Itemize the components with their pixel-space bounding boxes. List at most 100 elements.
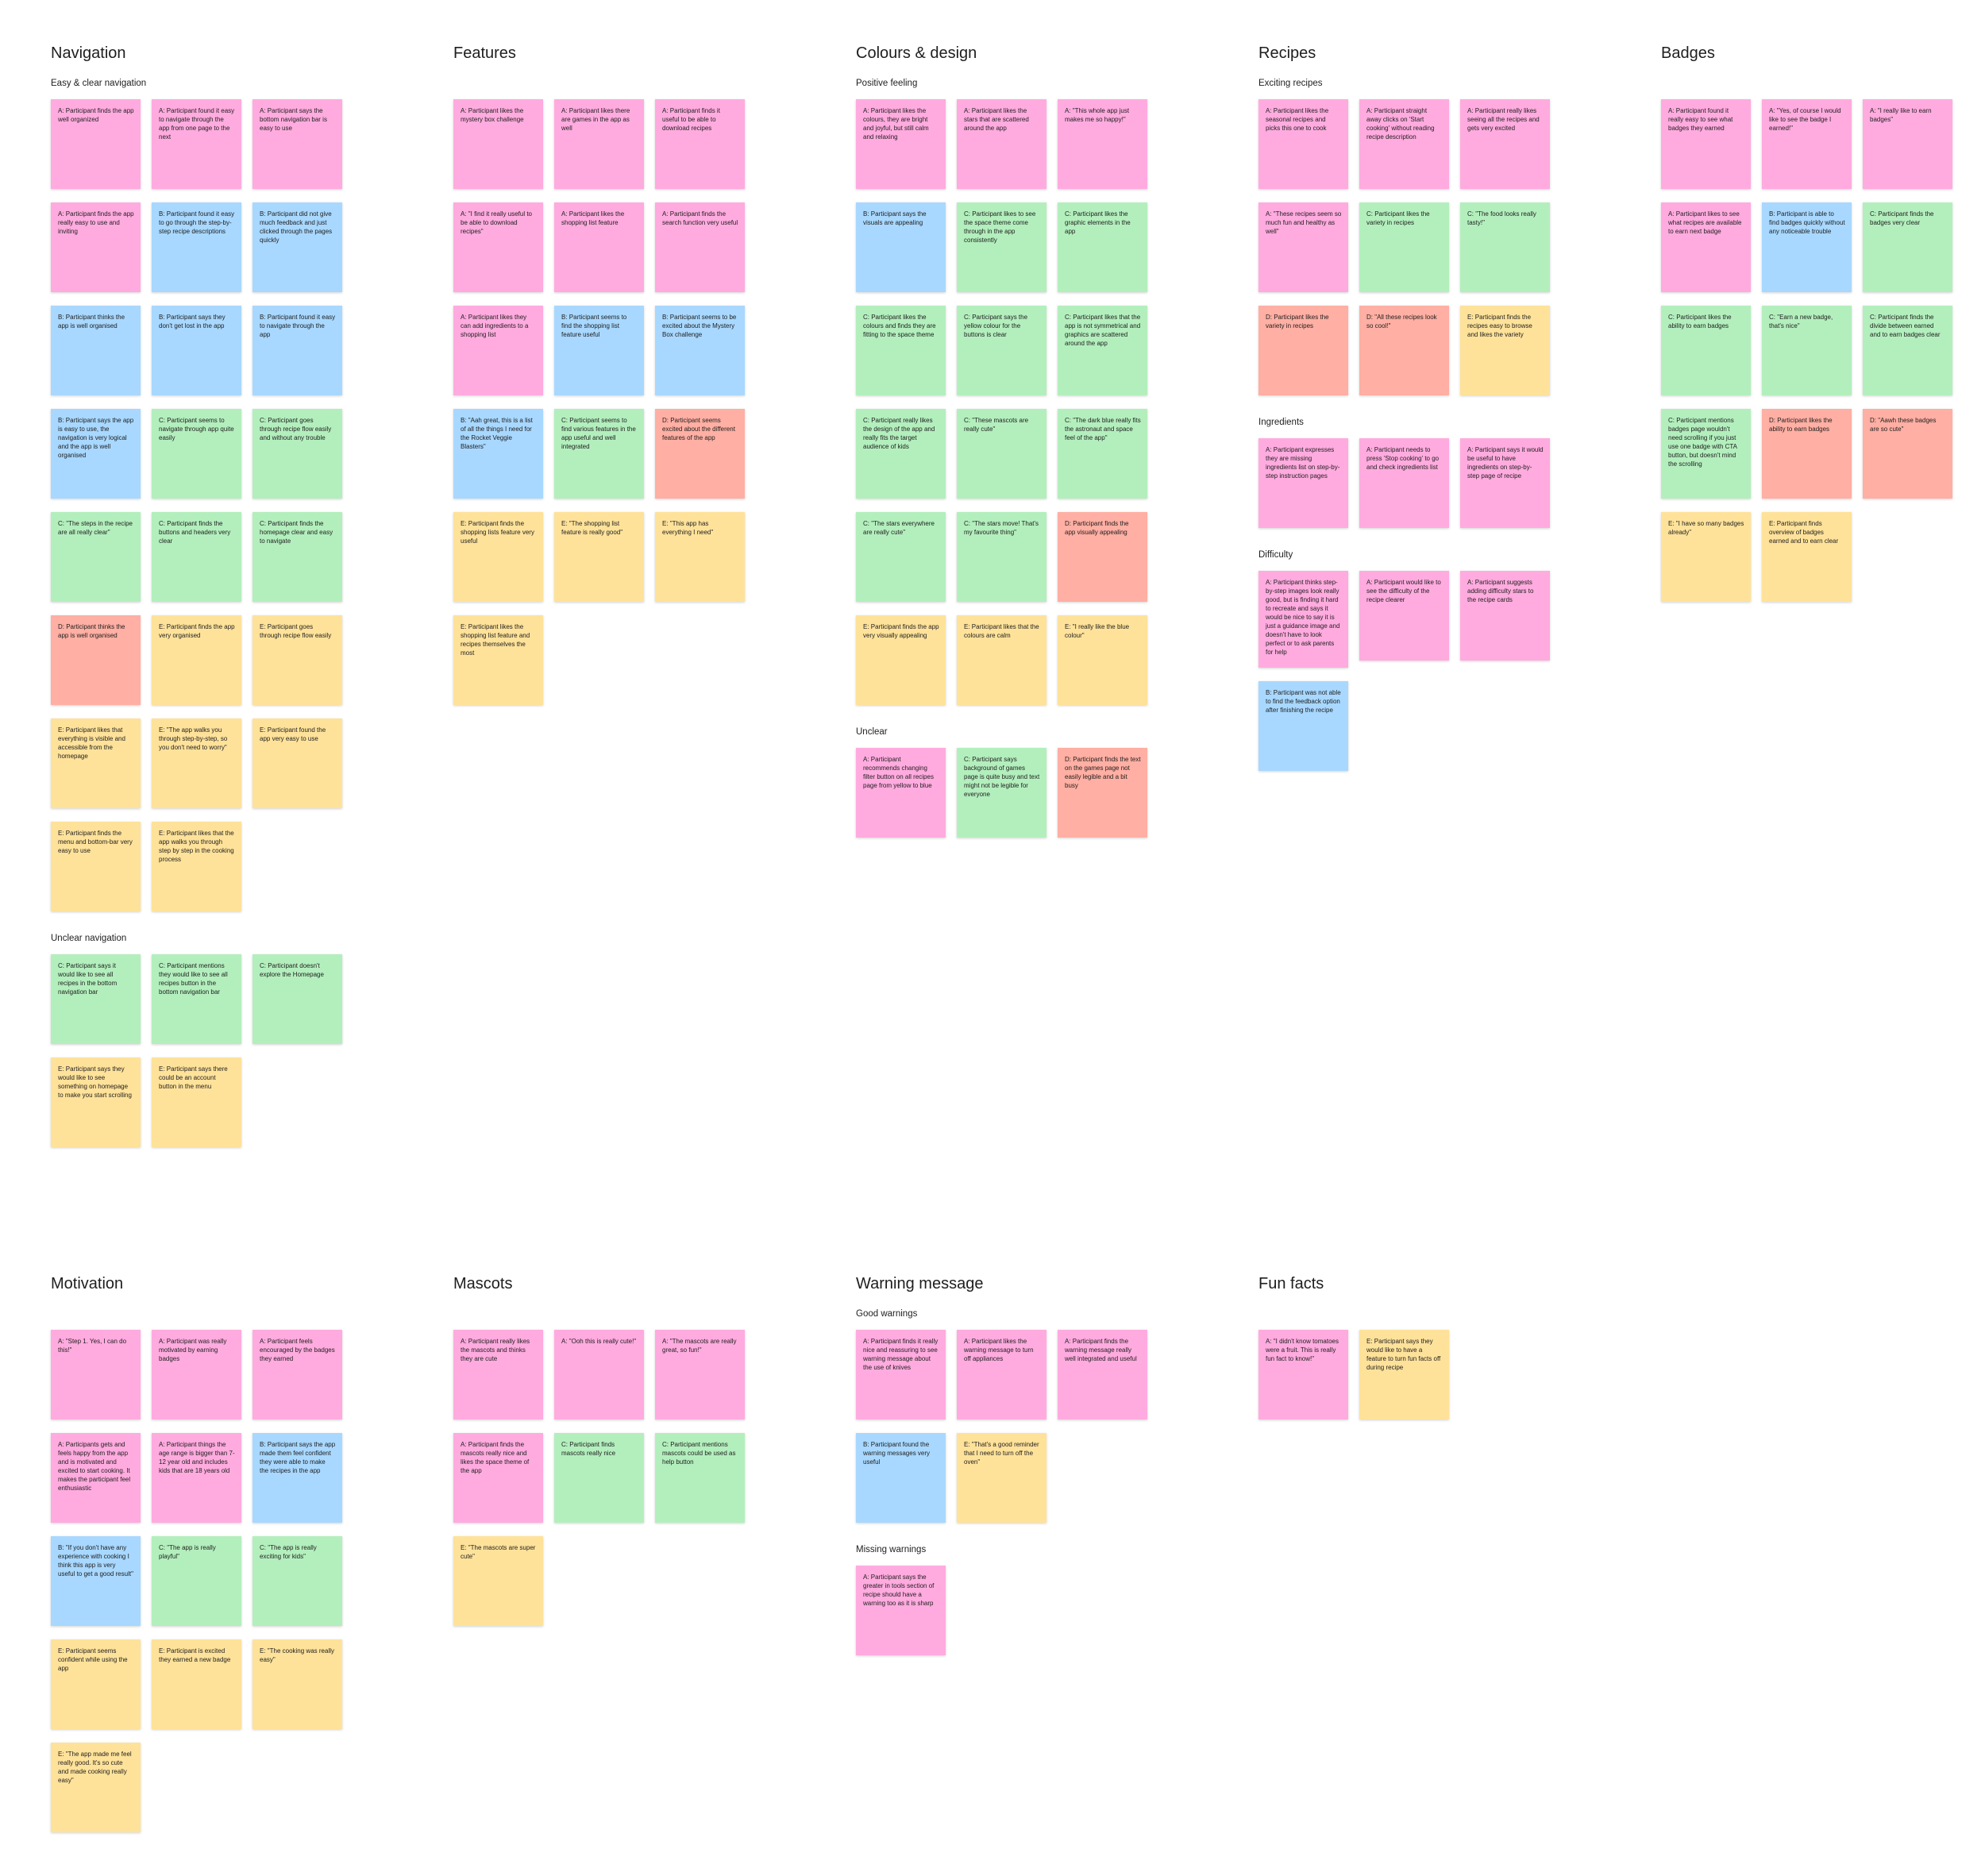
sticky-note: A: Participant thinks step-by-step image… <box>1258 571 1348 668</box>
sticky-note: E: Participant finds the app very visual… <box>856 615 946 705</box>
sticky-note: A: Participant finds the warning message… <box>1058 1330 1147 1420</box>
group-label: Positive feeling <box>856 79 918 88</box>
sticky-note: A: Participant likes the seasonal recipe… <box>1258 99 1348 189</box>
sticky-note: C: Participant likes that the app is not… <box>1058 306 1147 395</box>
sticky-note: E: "I have so many badges already" <box>1661 512 1751 602</box>
board-title: Colours & design <box>856 44 977 62</box>
board-title: Navigation <box>51 44 126 62</box>
sticky-note: C: Participant finds the buttons and hea… <box>152 512 241 602</box>
sticky-note: E: Participant goes through recipe flow … <box>252 615 342 705</box>
sticky-note: C: "These mascots are really cute" <box>957 409 1046 499</box>
sticky-note: B: Participant found the warning message… <box>856 1433 946 1523</box>
sticky-note: B: Participant seems to be excited about… <box>655 306 745 395</box>
sticky-note: E: Participant says they would like to s… <box>51 1057 141 1147</box>
sticky-note: A: Participant suggests adding difficult… <box>1460 571 1550 661</box>
sticky-note: C: Participant likes the colours and fin… <box>856 306 946 395</box>
sticky-note: A: Participant found it really easy to s… <box>1661 99 1751 189</box>
group-label: Ingredients <box>1258 418 1304 427</box>
sticky-note: A: "Step 1. Yes, I can do this!" <box>51 1330 141 1420</box>
sticky-note: E: Participant likes that the app walks … <box>152 822 241 911</box>
sticky-note: A: Participant likes the warning message… <box>957 1330 1046 1420</box>
sticky-note: B: Participant says the visuals are appe… <box>856 202 946 292</box>
sticky-note: C: Participant likes the variety in reci… <box>1359 202 1449 292</box>
sticky-note: E: "I really like the blue colour" <box>1058 615 1147 705</box>
sticky-note: B: Participant is able to find badges qu… <box>1762 202 1852 292</box>
sticky-note: D: "All these recipes look so cool!" <box>1359 306 1449 395</box>
sticky-note: A: "I didn't know tomatoes were a fruit.… <box>1258 1330 1348 1420</box>
sticky-note: E: "The mascots are super cute" <box>453 1536 543 1626</box>
sticky-note: A: "These recipes seem so much fun and h… <box>1258 202 1348 292</box>
board-title: Warning message <box>856 1275 984 1292</box>
sticky-note: B: Participant did not give much feedbac… <box>252 202 342 292</box>
sticky-note: D: Participant seems excited about the d… <box>655 409 745 499</box>
sticky-note: A: Participant found it easy to navigate… <box>152 99 241 189</box>
sticky-note: C: Participant really likes the design o… <box>856 409 946 499</box>
sticky-note: A: Participant finds it useful to be abl… <box>655 99 745 189</box>
sticky-note: A: Participant feels encouraged by the b… <box>252 1330 342 1420</box>
board-title: Motivation <box>51 1275 124 1292</box>
sticky-note: C: Participant seems to navigate through… <box>152 409 241 499</box>
sticky-note: E: Participant finds overview of badges … <box>1762 512 1852 602</box>
sticky-note: A: Participant finds the app well organi… <box>51 99 141 189</box>
sticky-note: E: "This app has everything I need" <box>655 512 745 602</box>
sticky-note: A: "Yes, of course I would like to see t… <box>1762 99 1852 189</box>
sticky-note: A: "This whole app just makes me so happ… <box>1058 99 1147 189</box>
sticky-note: C: Participant likes the ability to earn… <box>1661 306 1751 395</box>
sticky-note: C: Participant finds the homepage clear … <box>252 512 342 602</box>
sticky-note: C: "The stars everywhere are really cute… <box>856 512 946 602</box>
sticky-note: A: Participant says the bottom navigatio… <box>252 99 342 189</box>
sticky-note: A: Participant finds the mascots really … <box>453 1433 543 1523</box>
sticky-note: C: "The stars move! That's my favourite … <box>957 512 1046 602</box>
sticky-note: C: Participant says the yellow colour fo… <box>957 306 1046 395</box>
sticky-note: A: Participant likes they can add ingred… <box>453 306 543 395</box>
sticky-note: E: Participant says there could be an ac… <box>152 1057 241 1147</box>
sticky-note: E: Participant likes that everything is … <box>51 718 141 808</box>
sticky-note: A: Participant finds it really nice and … <box>856 1330 946 1420</box>
sticky-note: A: Participant straight away clicks on '… <box>1359 99 1449 189</box>
sticky-note: E: Participant likes the shopping list f… <box>453 615 543 705</box>
sticky-note: D: Participant likes the variety in reci… <box>1258 306 1348 395</box>
sticky-note: D: Participant thinks the app is well or… <box>51 615 141 705</box>
sticky-note: C: Participant mentions badges page woul… <box>1661 409 1751 499</box>
sticky-note: A: "I really like to earn badges" <box>1863 99 1952 189</box>
sticky-note: E: "The app made me feel really good. It… <box>51 1743 141 1832</box>
sticky-note: A: Participant says it would be useful t… <box>1460 438 1550 528</box>
sticky-note: A: Participant expresses they are missin… <box>1258 438 1348 528</box>
sticky-note: E: Participant found the app very easy t… <box>252 718 342 808</box>
board-title: Recipes <box>1258 44 1316 62</box>
sticky-note: E: Participant finds the recipes easy to… <box>1460 306 1550 395</box>
sticky-note: C: Participant mentions mascots could be… <box>655 1433 745 1523</box>
sticky-note: E: Participant finds the shopping lists … <box>453 512 543 602</box>
sticky-note: E: "The app walks you through step-by-st… <box>152 718 241 808</box>
sticky-note: E: Participant likes that the colours ar… <box>957 615 1046 705</box>
sticky-note: A: "The mascots are really great, so fun… <box>655 1330 745 1420</box>
group-label: Easy & clear navigation <box>51 79 147 88</box>
group-label: Good warnings <box>856 1309 918 1319</box>
sticky-note: D: "Aawh these badges are so cute" <box>1863 409 1952 499</box>
sticky-note: A: Participant things the age range is b… <box>152 1433 241 1523</box>
sticky-note: A: Participant likes to see what recipes… <box>1661 202 1751 292</box>
group-label: Unclear <box>856 727 888 737</box>
sticky-note: A: Participant needs to press 'Stop cook… <box>1359 438 1449 528</box>
sticky-note: C: Participant finds mascots really nice <box>554 1433 644 1523</box>
sticky-note: C: "The dark blue really fits the astron… <box>1058 409 1147 499</box>
sticky-note: C: Participant goes through recipe flow … <box>252 409 342 499</box>
board-title: Features <box>453 44 516 62</box>
sticky-note: E: Participant seems confident while usi… <box>51 1639 141 1729</box>
sticky-note: A: Participant finds the app really easy… <box>51 202 141 292</box>
sticky-note: C: Participant says background of games … <box>957 748 1046 838</box>
sticky-note: A: "Ooh this is really cute!" <box>554 1330 644 1420</box>
sticky-note: C: Participant likes the graphic element… <box>1058 202 1147 292</box>
sticky-note: E: Participant says they would like to h… <box>1359 1330 1449 1420</box>
sticky-note: D: Participant finds the app visually ap… <box>1058 512 1147 602</box>
sticky-note: A: Participant really likes the mascots … <box>453 1330 543 1420</box>
sticky-note: E: Participant finds the menu and bottom… <box>51 822 141 911</box>
sticky-note: B: "If you don't have any experience wit… <box>51 1536 141 1626</box>
sticky-note: B: Participant was not able to find the … <box>1258 681 1348 771</box>
sticky-note: A: Participant recommends changing filte… <box>856 748 946 838</box>
sticky-note: C: Participant says it would like to see… <box>51 954 141 1044</box>
sticky-note: C: Participant likes to see the space th… <box>957 202 1046 292</box>
board-title: Mascots <box>453 1275 513 1292</box>
